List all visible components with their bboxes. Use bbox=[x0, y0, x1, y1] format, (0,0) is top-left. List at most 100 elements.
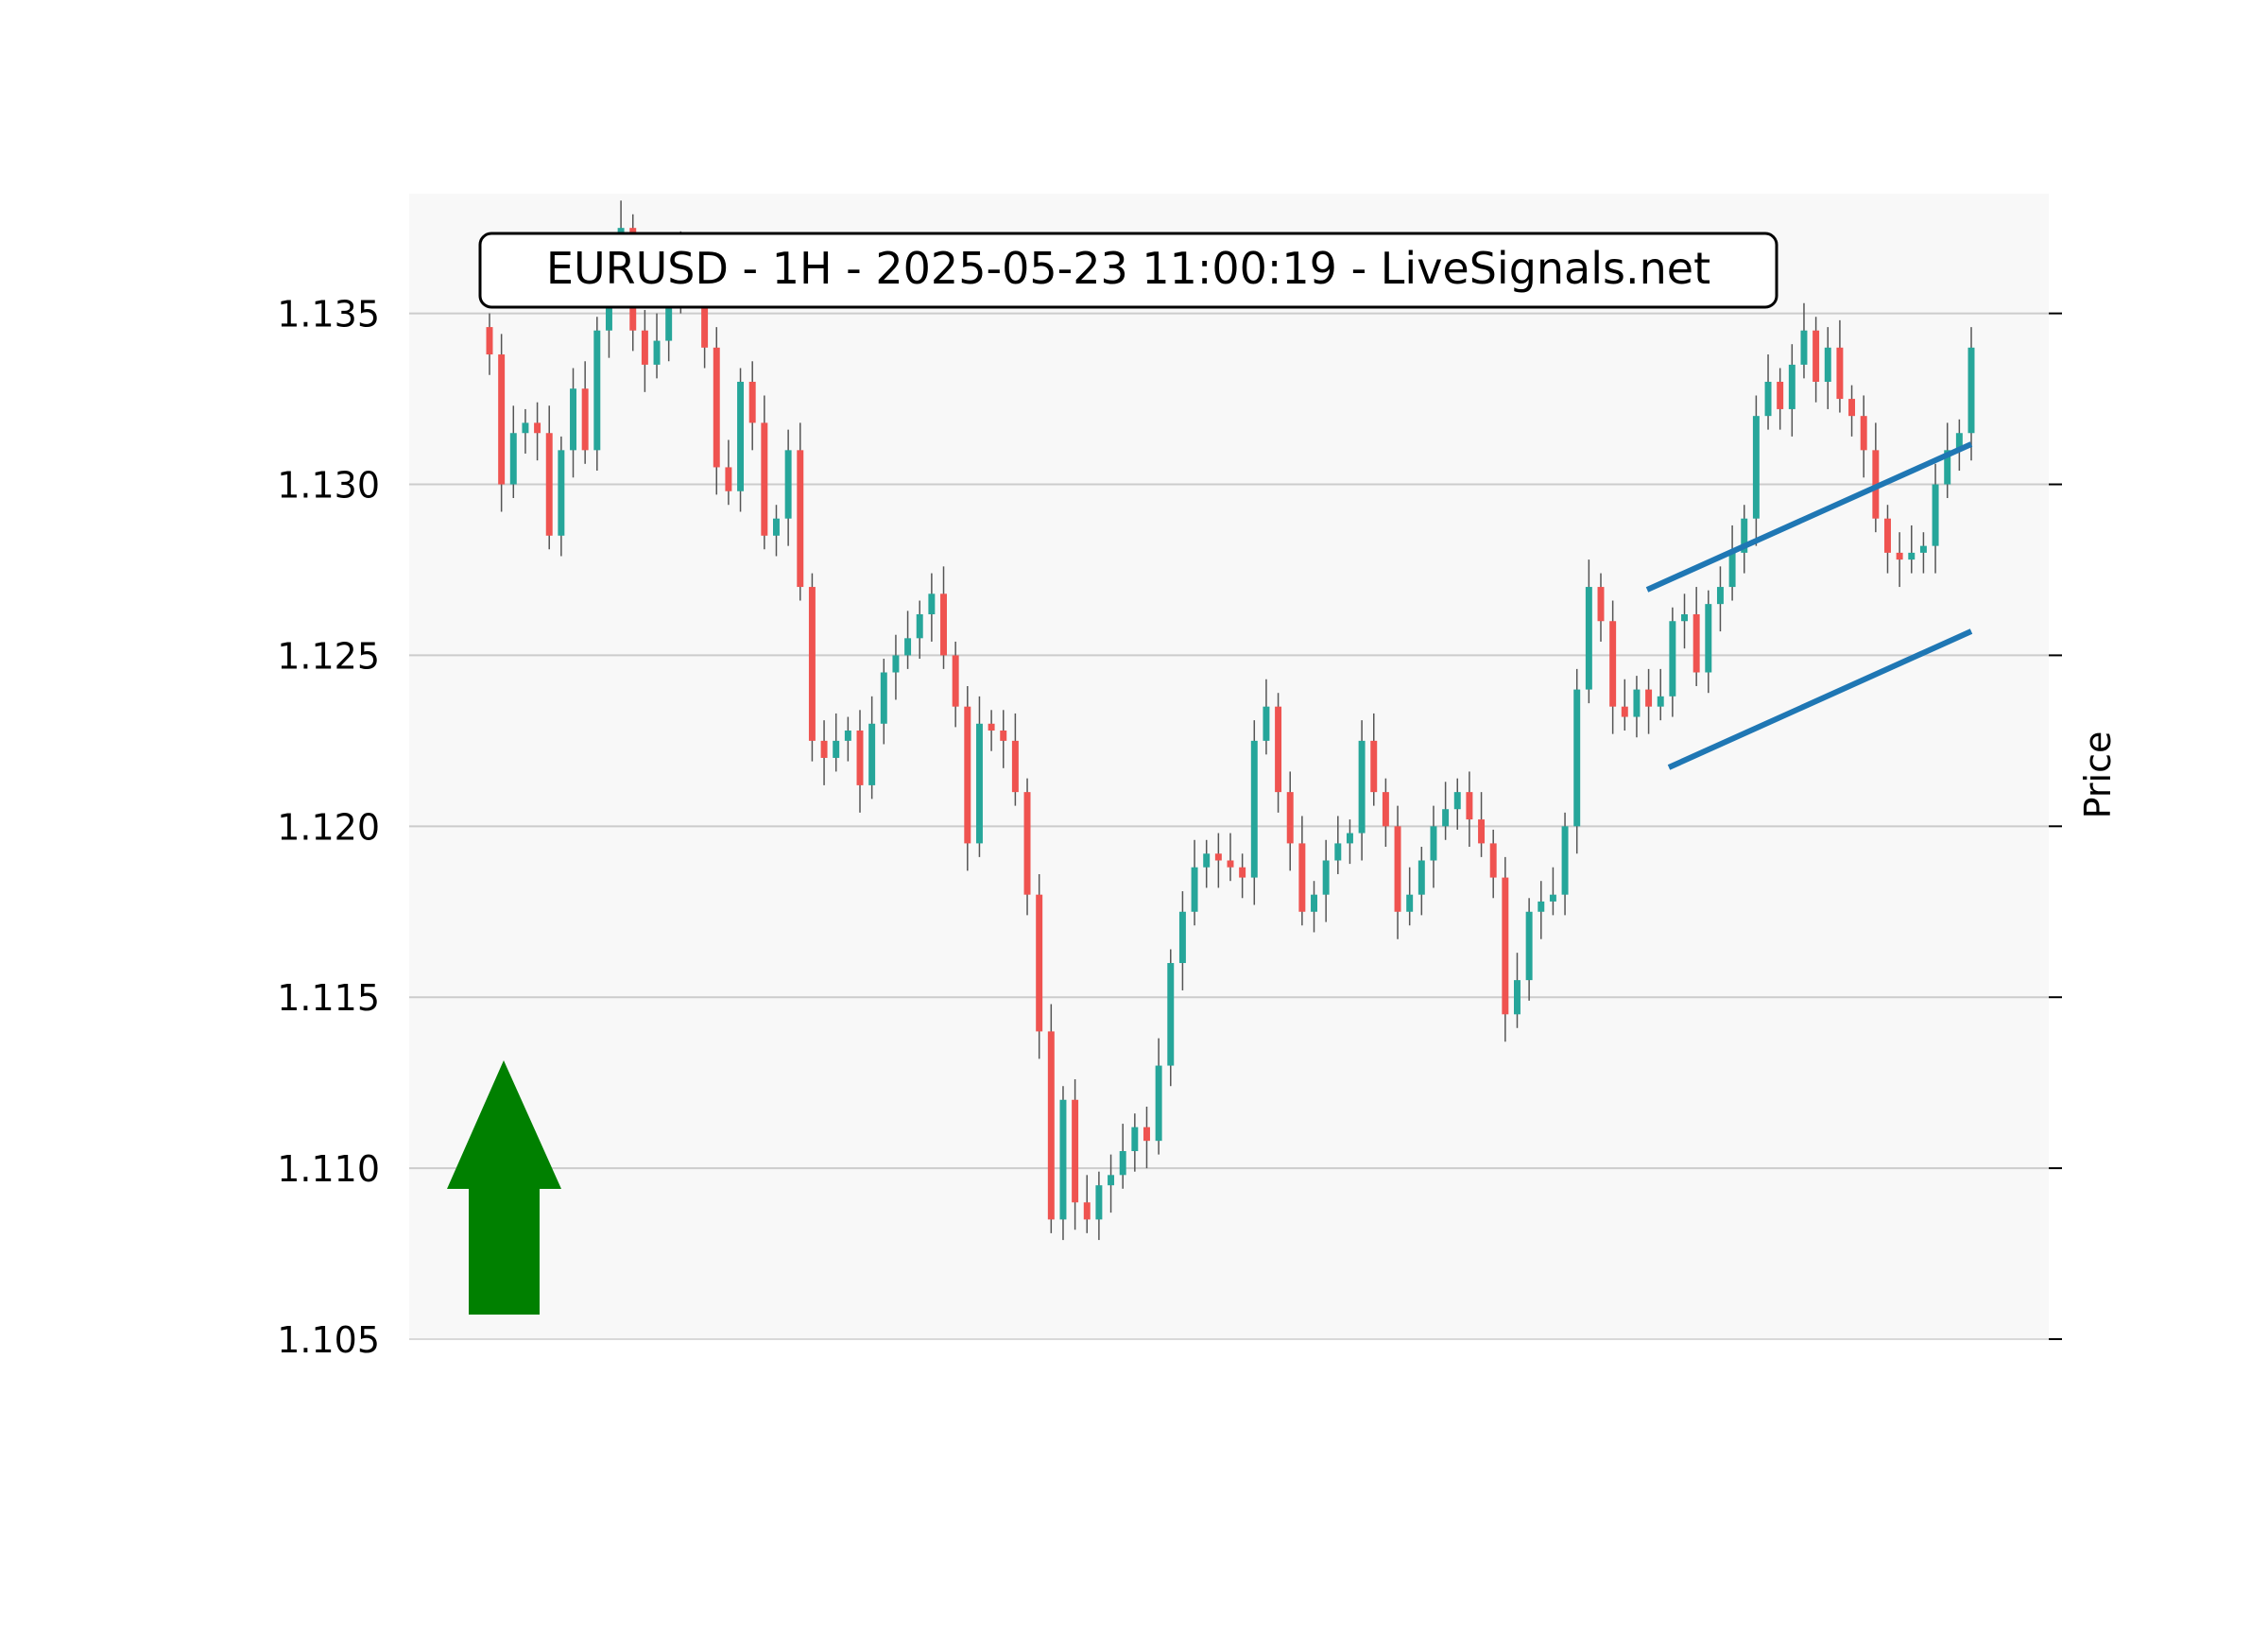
candle-body bbox=[1692, 614, 1700, 673]
candle-body bbox=[1214, 853, 1222, 861]
candle-body bbox=[797, 450, 804, 588]
y-tick-label: 1.115 bbox=[277, 977, 380, 1019]
candle-body bbox=[1633, 689, 1641, 717]
candle-body bbox=[1023, 792, 1031, 895]
candle-body bbox=[737, 381, 745, 491]
candle-body bbox=[1549, 894, 1556, 902]
candle-body bbox=[1298, 843, 1306, 912]
candle-body bbox=[1741, 518, 1748, 553]
candle-body bbox=[1311, 894, 1317, 912]
candle-body bbox=[1824, 347, 1831, 382]
candle-body bbox=[1538, 901, 1545, 912]
y-tick-label: 1.125 bbox=[277, 635, 380, 677]
y-tick-label: 1.135 bbox=[277, 294, 380, 335]
plot-background bbox=[409, 194, 2049, 1339]
candle-body bbox=[498, 354, 506, 485]
candle-body bbox=[1705, 604, 1712, 673]
title-box: EURUSD - 1H - 2025-05-23 11:00:19 - Live… bbox=[478, 232, 1778, 309]
candle-body bbox=[1896, 552, 1903, 560]
candle-body bbox=[1382, 792, 1389, 827]
candle-body bbox=[713, 347, 720, 468]
candle-body bbox=[880, 672, 887, 724]
candle-body bbox=[1406, 894, 1414, 912]
candle-body bbox=[509, 433, 517, 485]
title-frame bbox=[478, 232, 1778, 309]
candle-body bbox=[1370, 740, 1378, 793]
candle-body bbox=[1394, 826, 1401, 912]
candle-body bbox=[1250, 740, 1258, 878]
candle-body bbox=[1860, 416, 1867, 451]
candle-body bbox=[940, 593, 947, 656]
candle-body bbox=[1597, 587, 1605, 622]
candle-body bbox=[1919, 545, 1927, 553]
candle-body bbox=[1514, 980, 1521, 1015]
candle-body bbox=[725, 467, 732, 491]
candle-body bbox=[1502, 877, 1509, 1015]
candle-body bbox=[1263, 706, 1270, 741]
candle-body bbox=[545, 433, 553, 536]
candle-body bbox=[570, 388, 576, 451]
candle-body bbox=[1585, 587, 1592, 690]
candle-body bbox=[1131, 1127, 1139, 1152]
channel-upper-line bbox=[1645, 441, 1973, 593]
candle-body bbox=[486, 327, 493, 355]
candle-body bbox=[1967, 347, 1975, 434]
candle-body bbox=[748, 381, 756, 423]
candle-body bbox=[1286, 792, 1294, 844]
y-tick-label: 1.105 bbox=[277, 1319, 380, 1361]
candle-body bbox=[534, 422, 541, 434]
trend-channel bbox=[1645, 441, 1973, 770]
y-tick-label: 1.130 bbox=[277, 465, 380, 507]
candle-body bbox=[1466, 792, 1473, 820]
candle-body bbox=[1418, 860, 1425, 895]
candle-body bbox=[868, 723, 876, 785]
candle-body bbox=[1191, 867, 1198, 912]
candles bbox=[486, 200, 1975, 1241]
candle-body bbox=[1681, 614, 1688, 622]
candle-body bbox=[1119, 1151, 1126, 1176]
candle-body bbox=[1239, 867, 1246, 878]
candle-body bbox=[1072, 1099, 1079, 1203]
candle-body bbox=[1203, 853, 1211, 868]
candle-body bbox=[1908, 552, 1916, 560]
grid-lines bbox=[409, 312, 2049, 1170]
candle-body bbox=[1083, 1202, 1091, 1220]
candle-body bbox=[1275, 706, 1282, 793]
candle-body bbox=[1334, 843, 1342, 861]
candle-body bbox=[522, 422, 529, 434]
candle-body bbox=[1777, 381, 1784, 409]
candle-body bbox=[952, 655, 959, 707]
candle-body bbox=[1621, 706, 1628, 717]
candle-body bbox=[1011, 740, 1019, 793]
chart-title: EURUSD - 1H - 2025-05-23 11:00:19 - Live… bbox=[546, 243, 1710, 294]
candle-body bbox=[1227, 860, 1234, 868]
candle-body bbox=[1430, 826, 1437, 861]
candle-body bbox=[1884, 518, 1891, 553]
candle-body bbox=[1800, 330, 1808, 365]
candle-body bbox=[1669, 621, 1676, 697]
candle-body bbox=[1657, 696, 1664, 707]
y-axis-label: Price bbox=[2077, 731, 2119, 819]
candle-body bbox=[1442, 809, 1450, 827]
candle-body bbox=[1108, 1175, 1115, 1186]
candle-body bbox=[1944, 450, 1951, 485]
candle-body bbox=[1178, 911, 1186, 964]
candle-body bbox=[761, 422, 768, 536]
candle-body bbox=[1358, 740, 1366, 834]
candle-body bbox=[904, 638, 912, 656]
candle-body bbox=[1764, 381, 1772, 417]
candle-body bbox=[1143, 1127, 1150, 1142]
candle-body bbox=[820, 740, 828, 758]
candle-body bbox=[1752, 416, 1760, 519]
candle-body bbox=[1346, 833, 1353, 844]
candle-body bbox=[1836, 347, 1844, 400]
y-tick-label: 1.110 bbox=[277, 1148, 380, 1190]
candle-body bbox=[1788, 364, 1796, 409]
candle-body bbox=[1813, 330, 1820, 382]
candle-body bbox=[808, 587, 816, 741]
y-axis-ticks: 1.105 1.110 1.115 1.120 1.125 1.130 1.135 bbox=[277, 294, 2062, 1361]
candle-body bbox=[1848, 399, 1856, 417]
candle-body bbox=[1167, 963, 1175, 1066]
candle-body bbox=[1036, 894, 1043, 1032]
